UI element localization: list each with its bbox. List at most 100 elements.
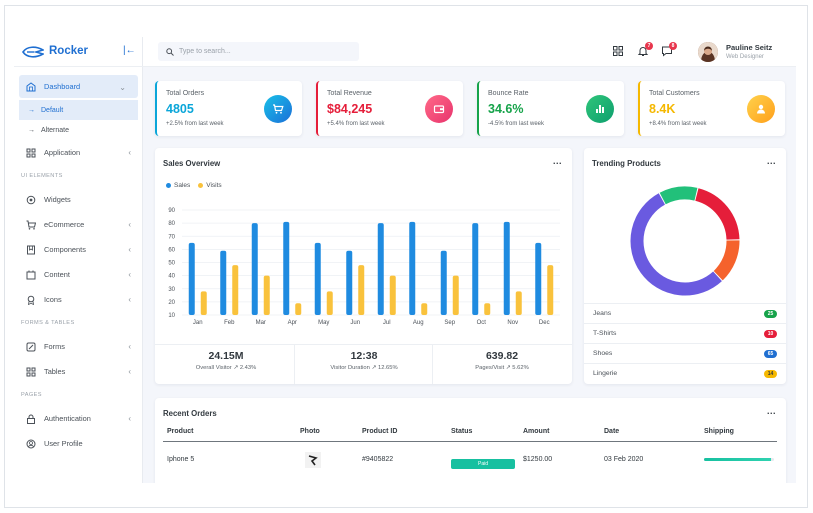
donut-slice-shoes[interactable] xyxy=(630,193,722,296)
sidebar-item-label: Icons xyxy=(44,295,62,304)
sales-bar-chart: 10 20 30 40 50 60 70 80 90 Jan Feb Mar Apr May Jun Jul A… xyxy=(168,208,560,326)
list-item[interactable]: Shoes 65 xyxy=(584,343,786,363)
app-window: Rocker |← Dashboard ⌄ → Default → Altern… xyxy=(14,37,796,483)
user-name[interactable]: Pauline Seitz xyxy=(726,43,773,52)
window-icon xyxy=(26,270,36,280)
messages-badge: 8 xyxy=(669,42,677,50)
sidebar-item-label: User Profile xyxy=(44,439,83,448)
sidebar-item-components[interactable]: Components ‹ xyxy=(14,237,143,262)
card-title: Sales Overview xyxy=(163,159,221,168)
donut-slice-t-shirts[interactable] xyxy=(713,240,740,281)
sidebar-subitem-label: Default xyxy=(41,106,64,114)
sidebar-item-forms[interactable]: Forms ‹ xyxy=(14,334,143,359)
avatar[interactable] xyxy=(698,42,718,62)
more-options-icon[interactable]: ... xyxy=(552,156,562,166)
stat-value: 4805 xyxy=(166,102,194,116)
shipping-progress-bar xyxy=(704,458,774,461)
sidebar-item-label: Authentication xyxy=(44,414,91,423)
search-input[interactable]: Type to search... xyxy=(158,42,359,61)
bar-visits[interactable] xyxy=(358,265,365,315)
stat-pages-visit: 639.82 Pages/Visit ↗ 5.62% xyxy=(433,350,571,371)
count-badge: 14 xyxy=(764,369,777,378)
footer-stat-value: 12:38 xyxy=(350,350,378,362)
bar-visits[interactable] xyxy=(326,291,333,315)
chevron-down-icon: ⌄ xyxy=(119,83,126,92)
widgets-icon xyxy=(26,195,36,205)
table-row[interactable]: Iphone 5 #9405822 Paid $1250.00 03 Feb 2… xyxy=(163,450,777,472)
bar-sales[interactable] xyxy=(346,250,353,315)
donut-slice-lingerie[interactable] xyxy=(659,186,698,205)
bar-visits[interactable] xyxy=(200,291,207,315)
bar-sales[interactable] xyxy=(409,221,416,315)
y-tick-label: 80 xyxy=(168,221,175,227)
y-tick-label: 90 xyxy=(168,208,175,214)
table-header: Product Photo Product ID Status Amount D… xyxy=(163,424,777,442)
list-item[interactable]: Jeans 25 xyxy=(584,303,786,323)
bar-sales[interactable] xyxy=(188,242,195,315)
bar-visits[interactable] xyxy=(484,303,491,315)
list-item[interactable]: Lingerie 14 xyxy=(584,363,786,383)
bar-sales[interactable] xyxy=(377,223,384,315)
bar-chart-icon xyxy=(586,95,614,123)
sidebar-item-dashboard[interactable]: Dashboard ⌄ xyxy=(19,75,138,98)
sidebar-item-label: Tables xyxy=(44,367,66,376)
bar-visits[interactable] xyxy=(421,303,428,315)
brand-header: Rocker |← xyxy=(14,37,143,67)
donut-slice-jeans[interactable] xyxy=(694,188,740,241)
section-label-forms-tables: FORMS & TABLES xyxy=(21,320,75,326)
sidebar-toggle-icon[interactable]: |← xyxy=(123,45,136,56)
stat-label: Bounce Rate xyxy=(488,90,529,97)
bar-sales[interactable] xyxy=(503,221,510,315)
column-header: Amount xyxy=(523,428,550,435)
x-tick-label: Apr xyxy=(288,320,297,326)
notifications-badge: 7 xyxy=(645,42,653,50)
sidebar-item-ecommerce[interactable]: eCommerce ‹ xyxy=(14,212,143,237)
chevron-left-icon: ‹ xyxy=(128,270,131,279)
search-placeholder: Type to search... xyxy=(179,48,231,55)
y-tick-label: 70 xyxy=(168,234,175,240)
bar-sales[interactable] xyxy=(314,242,321,315)
bar-visits[interactable] xyxy=(547,265,554,315)
bar-visits[interactable] xyxy=(515,291,522,315)
bar-sales[interactable] xyxy=(251,223,258,315)
user-role: Web Designer xyxy=(726,54,764,60)
legend-item-sales[interactable]: Sales xyxy=(166,182,190,189)
card-title: Trending Products xyxy=(592,159,661,168)
sidebar-item-content[interactable]: Content ‹ xyxy=(14,262,143,287)
trending-donut-chart xyxy=(630,186,740,296)
bar-visits[interactable] xyxy=(295,303,302,315)
more-options-icon[interactable]: ... xyxy=(766,156,776,166)
sidebar-subitem-default[interactable]: → Default xyxy=(19,100,138,120)
bar-sales[interactable] xyxy=(440,250,447,315)
more-options-icon[interactable]: ... xyxy=(766,406,776,416)
sidebar-item-application[interactable]: Application ‹ xyxy=(14,140,143,165)
sidebar-item-user-profile[interactable]: User Profile xyxy=(14,431,143,456)
apps-grid-icon[interactable] xyxy=(612,45,624,57)
bar-visits[interactable] xyxy=(263,275,270,315)
product-id-cell: #9405822 xyxy=(362,456,394,463)
sidebar-subitem-alternate[interactable]: → Alternate xyxy=(14,120,143,140)
bar-sales[interactable] xyxy=(472,223,479,315)
top-bar: Type to search... 7 8 Pauline Seitz Web … xyxy=(143,37,796,67)
list-item[interactable]: T-Shirts 10 xyxy=(584,323,786,343)
bar-visits[interactable] xyxy=(389,275,396,315)
y-tick-label: 40 xyxy=(168,274,175,280)
bar-sales[interactable] xyxy=(535,242,542,315)
message-icon[interactable]: 8 xyxy=(661,42,677,57)
sidebar-item-label: Application xyxy=(44,148,81,157)
user-circle-icon xyxy=(26,439,36,449)
legend-item-visits[interactable]: Visits xyxy=(198,182,222,189)
bar-sales[interactable] xyxy=(220,250,227,315)
chevron-left-icon: ‹ xyxy=(128,367,131,376)
users-icon xyxy=(747,95,775,123)
bar-visits[interactable] xyxy=(232,265,239,315)
bar-visits[interactable] xyxy=(452,275,459,315)
y-tick-label: 60 xyxy=(168,247,175,253)
bell-icon[interactable]: 7 xyxy=(637,42,653,57)
sidebar-item-icons[interactable]: Icons ‹ xyxy=(14,287,143,312)
column-header: Photo xyxy=(300,428,320,435)
bar-sales[interactable] xyxy=(283,221,290,315)
sidebar-item-tables[interactable]: Tables ‹ xyxy=(14,359,143,384)
sidebar-item-authentication[interactable]: Authentication ‹ xyxy=(14,406,143,431)
sidebar-item-widgets[interactable]: Widgets xyxy=(14,187,143,212)
